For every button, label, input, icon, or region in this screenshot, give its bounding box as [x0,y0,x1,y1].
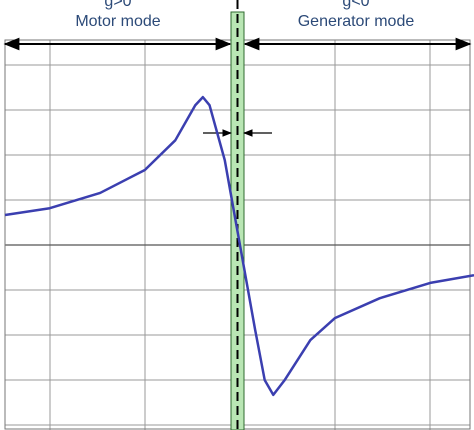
curve [4,95,474,397]
transition-band [230,11,245,430]
motor-label: Motor mode [75,13,160,30]
generator-sign: g<0 [342,0,369,10]
generator-label: Generator mode [298,13,415,30]
motor-sign: g>0 [104,0,131,10]
